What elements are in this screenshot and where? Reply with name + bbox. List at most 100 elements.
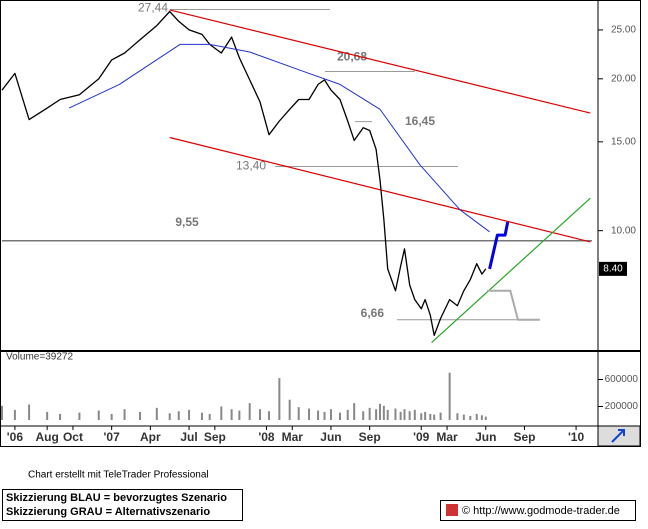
x-tick-label: Mar bbox=[436, 430, 458, 444]
x-tick-label: Mar bbox=[282, 430, 304, 444]
volume-bar bbox=[278, 378, 281, 420]
price-line bbox=[1, 10, 487, 337]
x-tick-label: Sep bbox=[359, 430, 381, 444]
annotation-label: 27,44 bbox=[138, 1, 168, 15]
volume-bar bbox=[424, 411, 427, 420]
copyright: © http://www.godmode-trader.de bbox=[462, 505, 620, 517]
legend-line: Skizzierung GRAU = Alternativszenario bbox=[6, 506, 210, 518]
last-value-label: 8.40 bbox=[603, 264, 623, 275]
volume-bar bbox=[220, 406, 223, 420]
logo bbox=[446, 504, 458, 516]
volume-bar bbox=[123, 409, 126, 420]
volume-bar bbox=[46, 411, 49, 420]
moving-average bbox=[68, 43, 490, 233]
annotation-label: 16,45 bbox=[405, 114, 435, 128]
volume-bar bbox=[403, 409, 406, 420]
volume-bar bbox=[308, 408, 311, 420]
x-tick-label: Aug bbox=[35, 430, 58, 444]
x-tick-label: Sep bbox=[204, 430, 226, 444]
tool-icon bbox=[611, 429, 625, 443]
x-tick-label: Apr bbox=[140, 430, 161, 444]
annotation-label: 9,55 bbox=[175, 215, 199, 229]
volume-bar bbox=[168, 413, 171, 420]
legend-box bbox=[2, 489, 243, 521]
volume-bar bbox=[238, 410, 241, 420]
volume-bar bbox=[188, 409, 191, 420]
volume-bar bbox=[362, 411, 365, 420]
x-tick-label: '10 bbox=[568, 430, 585, 444]
volume-bar bbox=[382, 405, 385, 420]
trend-line bbox=[169, 9, 591, 114]
trend-line bbox=[169, 136, 591, 243]
volume-bar bbox=[1, 405, 3, 420]
volume-bar bbox=[155, 407, 158, 420]
volume-bar bbox=[420, 413, 423, 420]
volume-bar bbox=[386, 409, 389, 420]
scenario-line bbox=[487, 289, 540, 321]
volume-bar bbox=[439, 412, 442, 420]
volume-bar bbox=[59, 413, 62, 420]
credit: Chart erstellt mit TeleTrader Profession… bbox=[28, 470, 209, 481]
volume-bar bbox=[408, 411, 411, 420]
trend-line bbox=[431, 197, 591, 344]
volume-bar bbox=[28, 404, 31, 420]
volume-bar bbox=[97, 410, 100, 420]
volume-bar bbox=[268, 411, 271, 420]
y-tick-label: 600000 bbox=[605, 374, 639, 385]
y-tick-label: 200000 bbox=[605, 401, 639, 412]
volume-bar bbox=[456, 413, 459, 420]
volume-bar bbox=[480, 415, 483, 420]
annotation-label: 13,40 bbox=[236, 159, 266, 173]
volume-bar bbox=[346, 409, 349, 420]
volume-bar bbox=[139, 411, 142, 420]
volume-bar bbox=[378, 403, 381, 420]
x-tick-label: '08 bbox=[258, 430, 275, 444]
x-tick-label: '06 bbox=[7, 430, 24, 444]
volume-bar bbox=[399, 411, 402, 420]
x-tick-label: Jun bbox=[475, 430, 496, 444]
volume-bar bbox=[317, 410, 320, 420]
y-tick-label: 15.00 bbox=[611, 136, 636, 147]
copyright-box bbox=[440, 500, 636, 521]
volume-bar bbox=[448, 372, 451, 420]
legend-line: Skizzierung BLAU = bevorzugtes Szenario bbox=[6, 492, 227, 504]
volume-bar bbox=[110, 413, 113, 420]
x-tick-label: '07 bbox=[104, 430, 121, 444]
scenario-line bbox=[488, 221, 510, 270]
y-tick-label: 25.00 bbox=[611, 25, 636, 36]
volume-bar bbox=[248, 403, 251, 420]
volume-bar bbox=[78, 412, 81, 420]
volume-bar bbox=[394, 408, 397, 420]
frame bbox=[0, 0, 641, 447]
volume-label: Volume=39272 bbox=[6, 352, 73, 363]
volume-bar bbox=[13, 409, 16, 420]
volume-bar bbox=[297, 407, 300, 420]
volume-bar bbox=[338, 412, 341, 420]
volume-bar bbox=[230, 409, 233, 420]
volume-bar bbox=[475, 413, 478, 420]
volume-bar bbox=[200, 412, 203, 420]
volume-bar bbox=[259, 409, 262, 420]
x-tick-label: Jul bbox=[180, 430, 197, 444]
volume-bar bbox=[484, 416, 487, 420]
x-tick-label: Oct bbox=[63, 430, 83, 444]
volume-bar bbox=[462, 414, 465, 420]
x-tick-label: Sep bbox=[513, 430, 535, 444]
volume-bar bbox=[413, 409, 416, 420]
volume-bar bbox=[353, 403, 356, 420]
volume-bar bbox=[433, 414, 436, 420]
volume-bar bbox=[288, 399, 291, 420]
x-tick-label: Jun bbox=[320, 430, 341, 444]
volume-bar bbox=[329, 409, 332, 420]
y-tick-label: 20.00 bbox=[611, 73, 636, 84]
volume-bar bbox=[375, 409, 378, 420]
volume-bar bbox=[429, 413, 432, 420]
last-value-tag bbox=[599, 261, 627, 276]
annotation-label: 6,66 bbox=[361, 306, 385, 320]
volume-bar bbox=[469, 415, 472, 420]
volume-bar bbox=[208, 413, 211, 420]
x-tick-label: '09 bbox=[413, 430, 430, 444]
volume-bar bbox=[323, 411, 326, 420]
